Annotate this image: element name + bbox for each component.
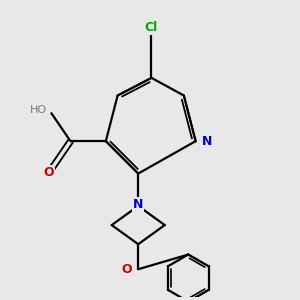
Text: HO: HO [30,105,47,115]
Text: N: N [202,135,213,148]
Text: O: O [43,166,54,178]
Text: O: O [122,263,132,276]
Text: N: N [133,198,143,211]
Text: Cl: Cl [145,21,158,34]
